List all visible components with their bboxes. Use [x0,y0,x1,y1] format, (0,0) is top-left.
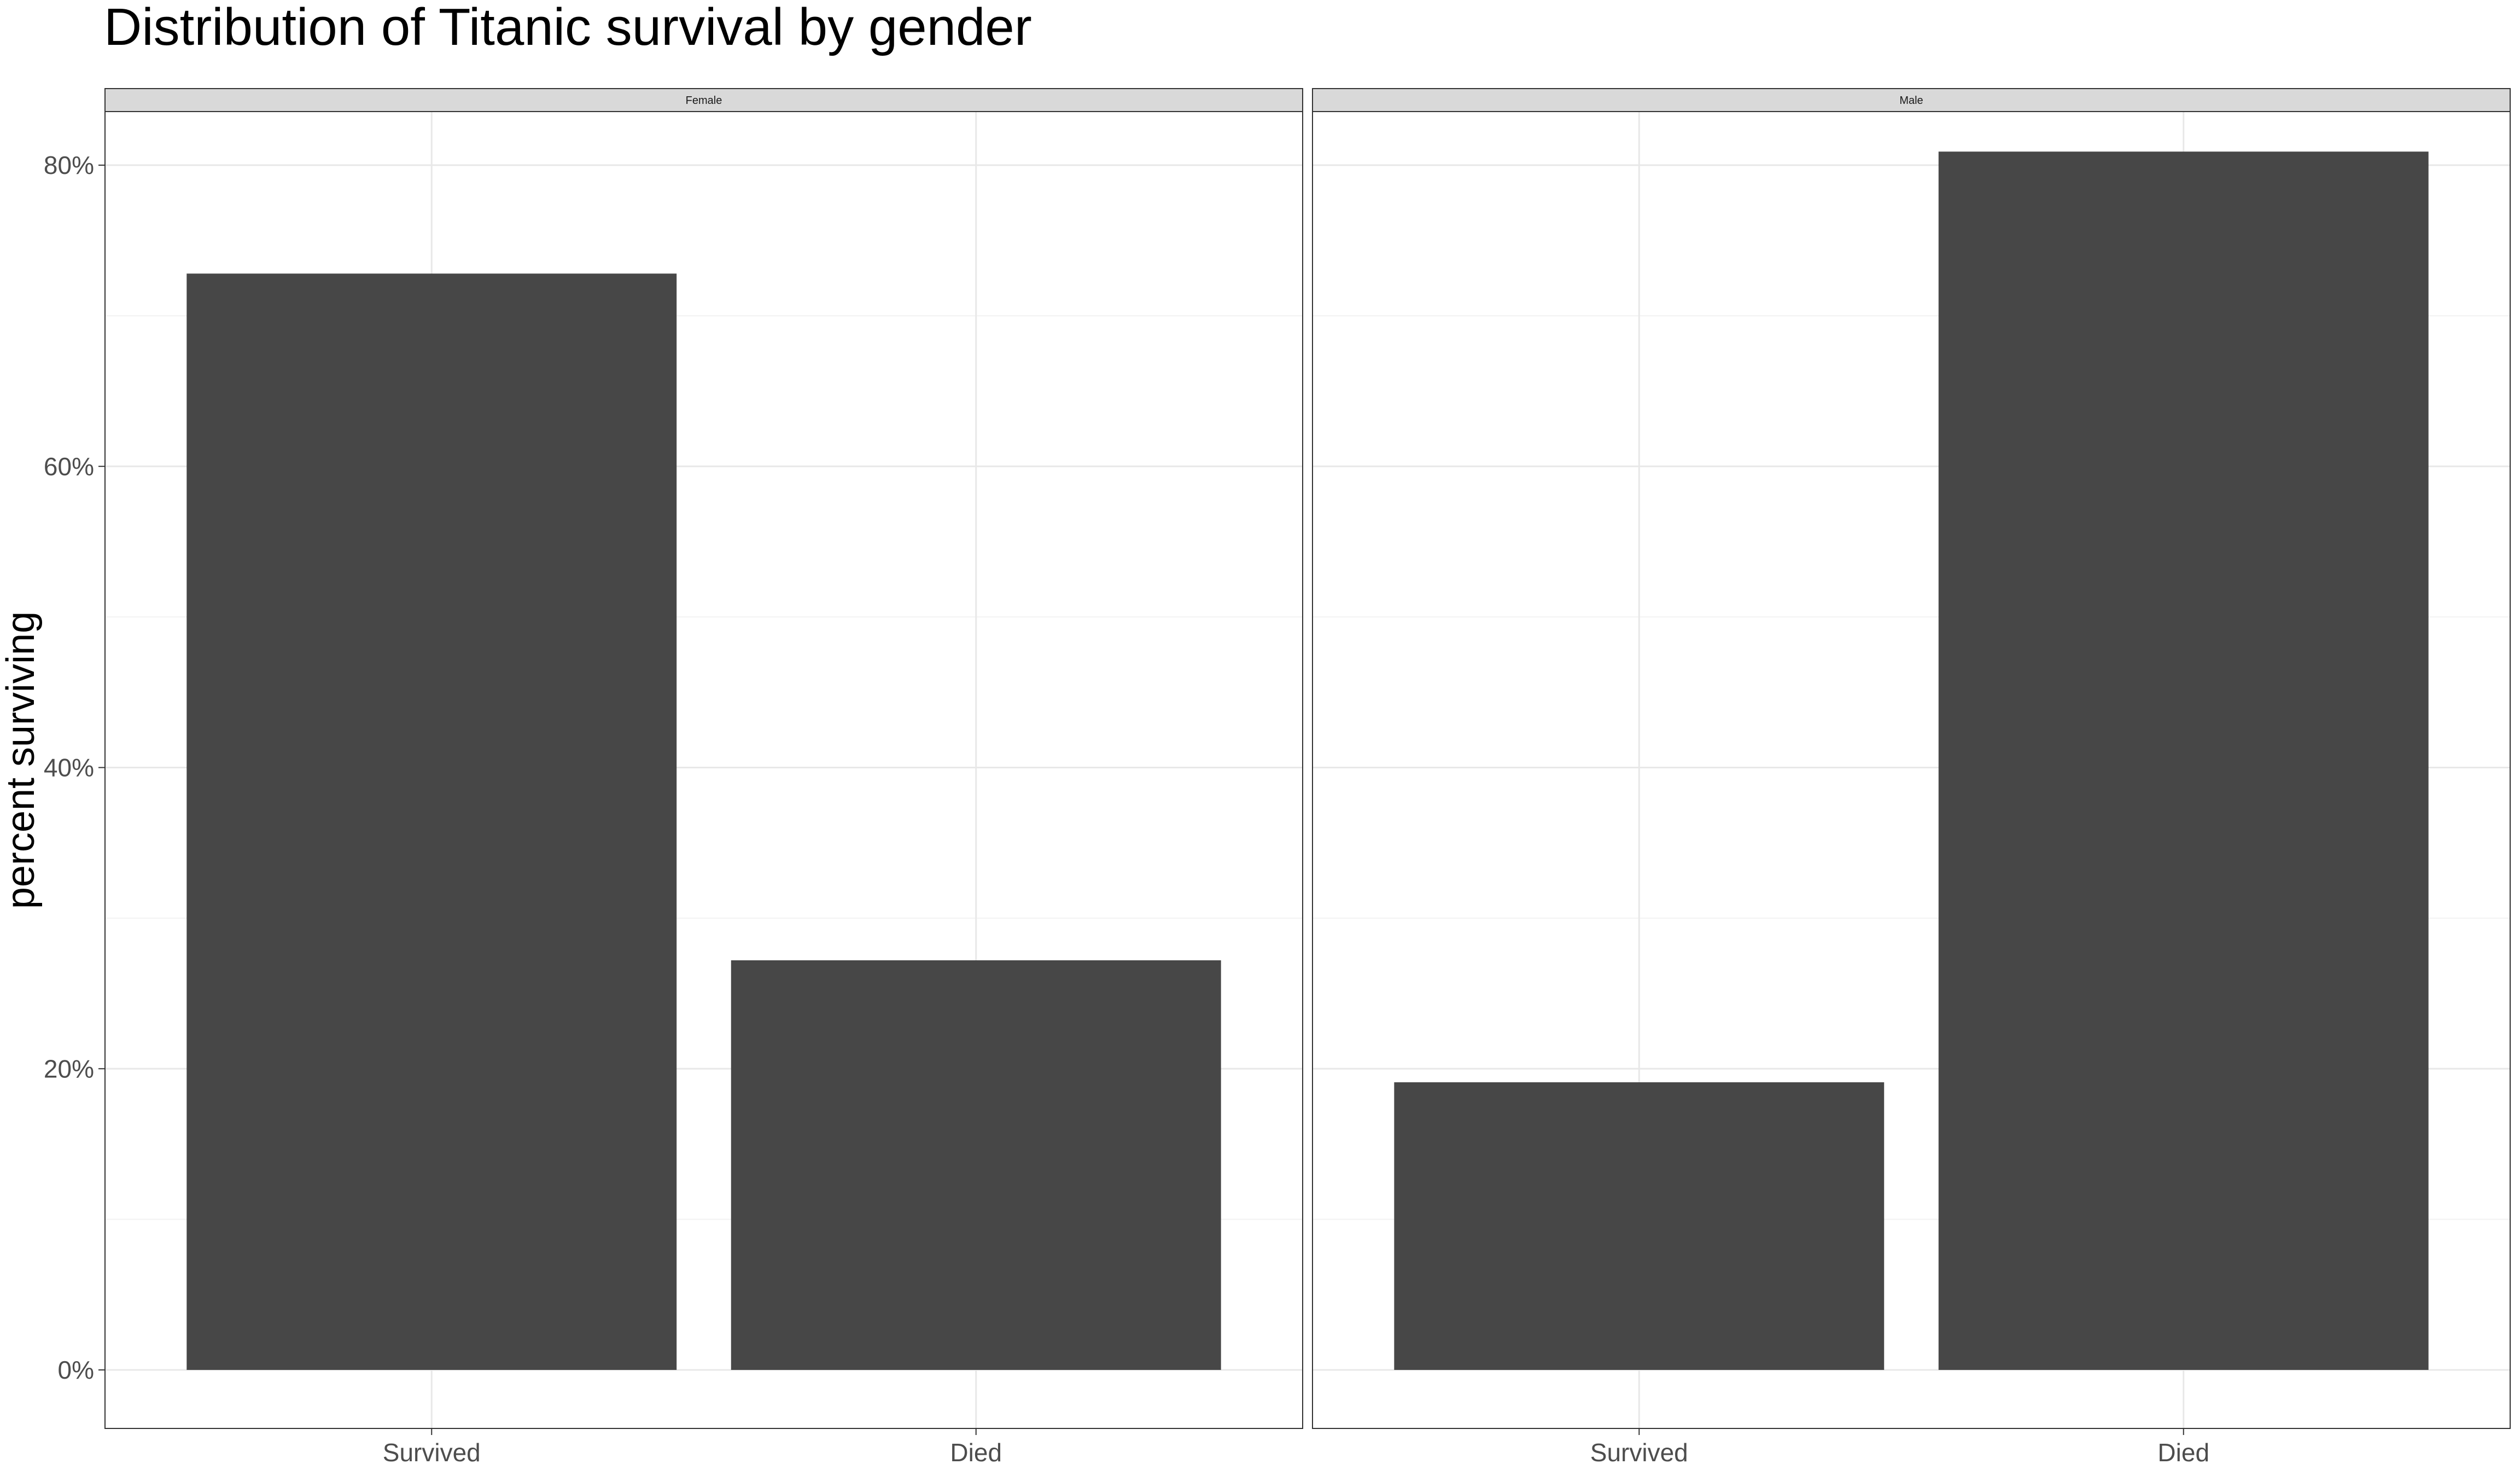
y-tick-label: 60% [44,452,94,481]
x-tick-label: Survived [383,1438,481,1467]
x-tick-label: Survived [1590,1438,1688,1467]
facet-strip [1312,88,2511,112]
y-tick-label: 40% [44,754,94,782]
x-tick-label: Died [950,1438,1002,1467]
y-tick-label: 20% [44,1054,94,1083]
bar-female-survived [186,273,677,1370]
facet-strip-label: Female [686,95,722,107]
facet-panel-female: Female Survived Died [104,88,1303,1467]
y-tick-label: 80% [44,151,94,179]
x-tick-label: Died [2157,1438,2209,1467]
y-axis-label: percent surviving [0,611,43,909]
bar-male-died [1938,151,2429,1370]
chart-title: Distribution of Titanic survival by gend… [104,0,1032,56]
panels-layer: Female Survived Died Male Survived Died 0% 20% 4… [44,88,2511,1467]
y-axis: 0% 20% 40% 60% 80% [44,151,105,1384]
facet-panel-male: Male Survived Died [1312,88,2511,1467]
facet-strip-label: Male [1899,95,1923,107]
facet-strip [104,88,1303,112]
bar-female-died [731,960,1221,1370]
bar-male-survived [1394,1082,1885,1370]
y-tick-label: 0% [58,1356,94,1384]
